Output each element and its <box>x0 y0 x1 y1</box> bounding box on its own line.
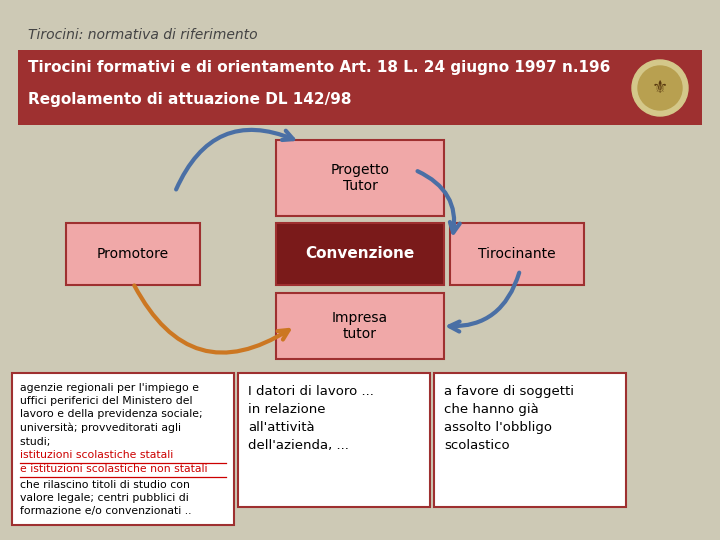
FancyBboxPatch shape <box>434 373 626 507</box>
Text: istituzioni scolastiche statali
e istituzioni scolastiche non statali: istituzioni scolastiche statali e istitu… <box>20 450 207 474</box>
FancyBboxPatch shape <box>276 293 444 359</box>
Text: Tirocinante: Tirocinante <box>478 247 556 261</box>
Text: a favore di soggetti
che hanno già
assolto l'obbligo
scolastico: a favore di soggetti che hanno già assol… <box>444 385 574 452</box>
Circle shape <box>632 60 688 116</box>
Text: Tirocini formativi e di orientamento Art. 18 L. 24 giugno 1997 n.196: Tirocini formativi e di orientamento Art… <box>28 60 611 75</box>
FancyBboxPatch shape <box>450 223 584 285</box>
Circle shape <box>638 66 682 110</box>
FancyBboxPatch shape <box>12 373 234 525</box>
FancyBboxPatch shape <box>276 223 444 285</box>
Text: Progetto
Tutor: Progetto Tutor <box>330 163 390 193</box>
Text: ⚜: ⚜ <box>652 79 668 97</box>
FancyBboxPatch shape <box>18 50 702 125</box>
Text: Convenzione: Convenzione <box>305 246 415 261</box>
Text: agenzie regionali per l'impiego e
uffici periferici del Ministero del
lavoro e d: agenzie regionali per l'impiego e uffici… <box>20 383 202 447</box>
Text: Impresa
tutor: Impresa tutor <box>332 311 388 341</box>
Text: Promotore: Promotore <box>97 247 169 261</box>
Text: Regolamento di attuazione DL 142/98: Regolamento di attuazione DL 142/98 <box>28 92 351 107</box>
FancyBboxPatch shape <box>238 373 430 507</box>
Text: che rilascino titoli di studio con
valore legale; centri pubblici di
formazione : che rilascino titoli di studio con valor… <box>20 480 192 516</box>
Text: Tirocini: normativa di riferimento: Tirocini: normativa di riferimento <box>28 28 258 42</box>
FancyBboxPatch shape <box>276 140 444 216</box>
FancyBboxPatch shape <box>66 223 200 285</box>
Text: I datori di lavoro ...
in relazione
all'attività
dell'azienda, ...: I datori di lavoro ... in relazione all'… <box>248 385 374 452</box>
